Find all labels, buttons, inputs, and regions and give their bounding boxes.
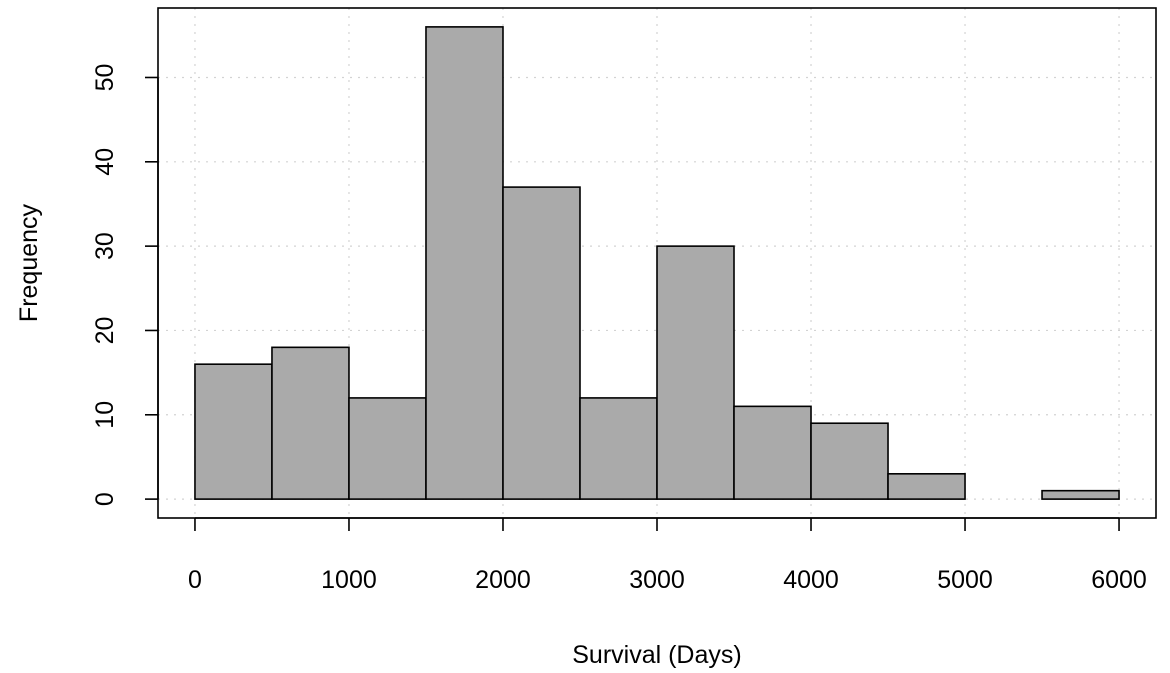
x-axis-title: Survival (Days) bbox=[572, 641, 741, 669]
x-tick-label: 2000 bbox=[475, 566, 531, 594]
y-tick-label: 0 bbox=[91, 492, 119, 506]
y-tick-label: 50 bbox=[91, 64, 119, 92]
histogram-bar bbox=[656, 245, 735, 500]
x-axis: 0 1000 2000 3000 4000 5000 6000 bbox=[188, 517, 1147, 594]
histogram-bar bbox=[810, 422, 889, 500]
histogram-bar bbox=[271, 346, 350, 500]
y-tick-label: 30 bbox=[91, 232, 119, 260]
x-tick-label: 0 bbox=[188, 566, 202, 594]
histogram-bar bbox=[502, 186, 581, 500]
y-tick-label: 40 bbox=[91, 148, 119, 176]
y-axis-title: Frequency bbox=[15, 203, 43, 322]
x-tick-label: 4000 bbox=[783, 566, 839, 594]
x-tick-label: 1000 bbox=[321, 566, 377, 594]
histogram-bar bbox=[733, 405, 812, 500]
bars bbox=[194, 26, 1120, 500]
y-tick-label: 10 bbox=[91, 401, 119, 429]
x-tick-label: 5000 bbox=[937, 566, 993, 594]
x-tick-label: 6000 bbox=[1091, 566, 1147, 594]
y-tick-label: 20 bbox=[91, 317, 119, 345]
histogram-bar bbox=[887, 473, 966, 500]
histogram-bar bbox=[348, 397, 427, 500]
x-tick-label: 3000 bbox=[629, 566, 685, 594]
histogram-bar bbox=[1041, 489, 1120, 500]
y-axis: 0 10 20 30 40 50 bbox=[91, 64, 159, 506]
histogram-bar bbox=[579, 397, 658, 500]
histogram-bar bbox=[194, 363, 273, 500]
histogram-bar bbox=[425, 26, 504, 500]
